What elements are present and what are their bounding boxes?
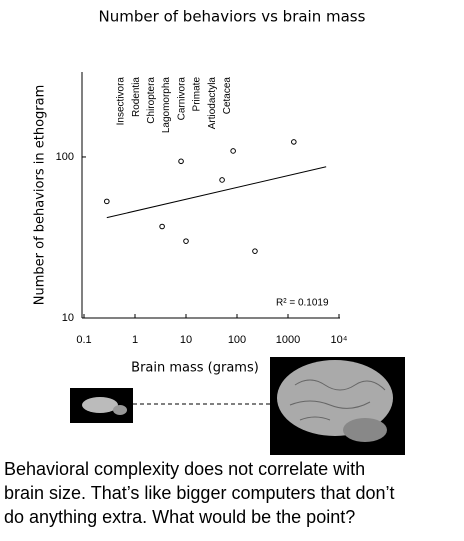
x-tick-label: 10⁴ <box>331 334 348 346</box>
caption: Behavioral complexity does not correlate… <box>4 459 395 527</box>
large-brain-cerebellum <box>343 418 387 442</box>
order-label: Insectivora <box>116 77 127 126</box>
order-label: Cetacea <box>222 77 233 115</box>
caption-line: Behavioral complexity does not correlate… <box>4 459 365 479</box>
order-label: Rodentia <box>131 77 142 117</box>
x-tick-label: 100 <box>228 334 246 346</box>
large-brain <box>277 360 393 436</box>
point <box>252 248 258 254</box>
y-tick-label: 10 <box>62 312 74 324</box>
point <box>159 223 165 230</box>
order-label: Artiodactyla <box>207 77 218 130</box>
brain-folds <box>289 379 386 421</box>
point <box>291 139 297 145</box>
x-tick-label: 1 <box>132 334 138 346</box>
small-brain <box>82 397 118 413</box>
order-label: Chiroptera <box>146 77 157 124</box>
caption-line: do anything extra. What would be the poi… <box>4 507 355 527</box>
x-tick-label: 10 <box>180 334 192 346</box>
y-axis-label: Number of behaviors in ethogram <box>33 85 48 305</box>
point <box>178 158 184 165</box>
point <box>104 198 110 205</box>
point <box>219 177 225 183</box>
chart-title: Number of behaviors vs brain mass <box>99 8 366 26</box>
x-tick-label: 0.1 <box>76 334 91 346</box>
x-tick-label: 1000 <box>276 334 300 346</box>
small-brain-cerebellum <box>113 405 127 415</box>
trendline <box>106 166 327 219</box>
x-axis-label: Brain mass (grams) <box>131 361 259 376</box>
order-label: Lagomorpha <box>161 77 172 134</box>
point <box>183 238 189 244</box>
point <box>230 148 236 154</box>
order-label: Carnivora <box>176 77 187 121</box>
y-tick-label: 100 <box>56 151 74 163</box>
order-label: Primate <box>192 77 203 112</box>
annotation: R² = 0.1019 <box>276 298 329 309</box>
caption-line: brain size. That’s like bigger computers… <box>4 483 395 503</box>
